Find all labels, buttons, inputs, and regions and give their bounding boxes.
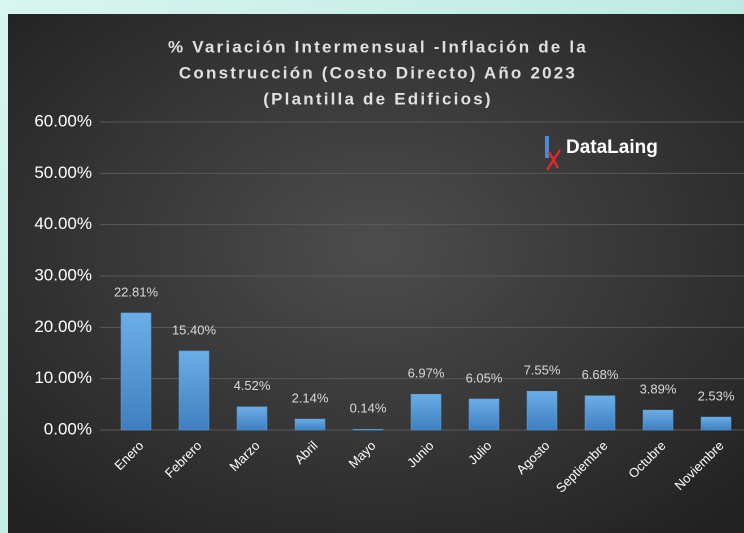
value-label: 3.89%: [640, 381, 677, 396]
chart-panel: [8, 14, 744, 533]
value-label: 6.05%: [466, 370, 503, 385]
value-label: 22.81%: [114, 284, 159, 299]
value-label: 6.68%: [582, 367, 619, 382]
value-label: 15.40%: [172, 322, 217, 337]
bar: [526, 390, 558, 431]
bar: [410, 393, 442, 431]
y-tick-label: 60.00%: [34, 111, 92, 130]
bar: [236, 406, 268, 431]
value-label: 7.55%: [524, 363, 561, 378]
y-tick-label: 40.00%: [34, 214, 92, 233]
y-tick-label: 0.00%: [44, 419, 92, 438]
bar: [642, 409, 674, 431]
bar: [294, 418, 326, 431]
logo-icon: [545, 136, 549, 158]
bar: [178, 350, 210, 431]
value-label: 4.52%: [234, 378, 271, 393]
y-tick-label: 20.00%: [34, 317, 92, 336]
bar: [468, 398, 500, 431]
bar: [352, 429, 384, 431]
chart-title: (Plantilla de Edificios): [263, 89, 492, 108]
logo-icon: [545, 149, 562, 171]
value-label: 0.14%: [350, 401, 387, 416]
bar: [700, 416, 732, 431]
bar: [120, 312, 152, 431]
logo: DataLaing: [545, 136, 658, 171]
value-label: 2.14%: [292, 390, 329, 405]
chart-title: Construcción (Costo Directo) Año 2023: [179, 63, 577, 82]
chart-title: % Variación Intermensual -Inflación de l…: [168, 37, 588, 56]
bar: [584, 395, 616, 431]
value-label: 6.97%: [408, 366, 445, 381]
y-tick-label: 10.00%: [34, 368, 92, 387]
value-label: 2.53%: [698, 388, 735, 403]
y-tick-label: 50.00%: [34, 163, 92, 182]
y-tick-label: 30.00%: [34, 265, 92, 284]
logo-text: DataLaing: [566, 137, 658, 158]
